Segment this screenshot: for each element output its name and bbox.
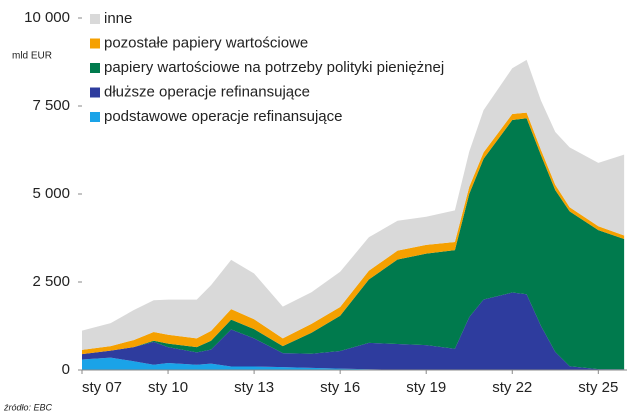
- x-tick-label: sty 16: [320, 379, 360, 396]
- source: źródło: EBC: [3, 402, 53, 412]
- area: [82, 357, 625, 370]
- area: [82, 292, 625, 370]
- y-axis-label: mld EUR: [12, 51, 52, 62]
- legend-swatch: [90, 14, 100, 24]
- y-tick-label: 7 500: [32, 97, 70, 114]
- y-tick-label: 5 000: [32, 185, 70, 202]
- legend-label: pozostałe papiery wartościowe: [104, 34, 308, 51]
- x-tick-label: sty 22: [492, 379, 532, 396]
- x-tick-label: sty 13: [234, 379, 274, 396]
- y-tick-label: 10 000: [24, 9, 70, 26]
- legend-label: inne: [104, 10, 132, 27]
- legend-swatch: [90, 38, 100, 49]
- x-tick-label: sty 07: [82, 379, 122, 396]
- legend-swatch: [90, 63, 100, 73]
- x-tick-label: sty 10: [148, 379, 188, 396]
- legend-label: papiery wartościowe na potrzeby polityki…: [104, 59, 444, 76]
- legend-label: dłuższe operacje refinansujące: [104, 83, 310, 100]
- x-tick-label: sty 19: [406, 379, 446, 396]
- legend-swatch: [90, 87, 100, 98]
- area: [82, 59, 625, 350]
- x-tick-label: sty 25: [578, 379, 618, 396]
- legend-label: podstawowe operacje refinansujące: [104, 108, 342, 125]
- y-tick-label: 0: [62, 361, 70, 378]
- legend-swatch: [90, 112, 100, 122]
- y-tick-label: 2 500: [32, 273, 70, 290]
- area: [82, 118, 625, 370]
